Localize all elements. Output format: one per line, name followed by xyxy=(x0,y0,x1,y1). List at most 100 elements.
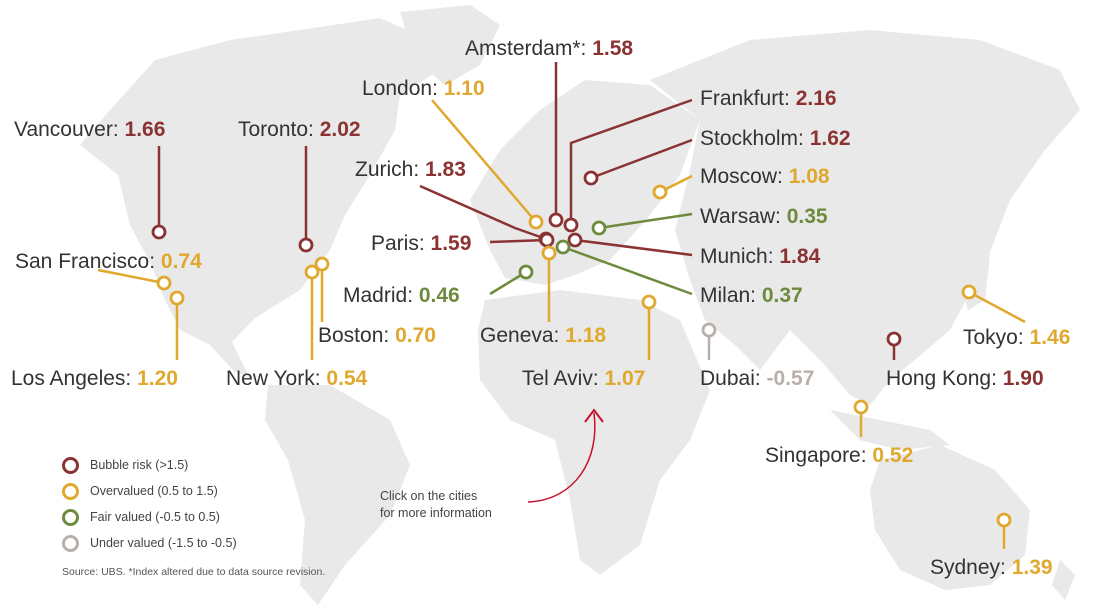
city-name: Boston: xyxy=(318,324,396,347)
city-label-new-york[interactable]: New York: 0.54 xyxy=(226,368,367,389)
city-label-amsterdam[interactable]: Amsterdam*: 1.58 xyxy=(465,38,633,59)
city-label-milan[interactable]: Milan: 0.37 xyxy=(700,285,803,306)
city-index-value: 1.84 xyxy=(779,245,821,268)
leader-line-tokyo xyxy=(968,290,1026,324)
city-name: Los Angeles: xyxy=(11,367,138,390)
city-marker-amsterdam[interactable] xyxy=(548,212,564,228)
city-index-value: 0.54 xyxy=(326,367,368,390)
city-marker-vancouver[interactable] xyxy=(151,224,167,240)
city-name: Moscow: xyxy=(700,165,789,188)
city-name: Singapore: xyxy=(765,444,873,467)
africa-landmass xyxy=(478,290,710,575)
city-marker-madrid[interactable] xyxy=(518,264,534,280)
city-label-sydney[interactable]: Sydney: 1.39 xyxy=(930,557,1053,578)
city-name: Tokyo: xyxy=(963,326,1030,349)
city-name: Frankfurt: xyxy=(700,87,796,110)
city-label-zurich[interactable]: Zurich: 1.83 xyxy=(355,159,466,180)
city-index-value: 1.90 xyxy=(1002,367,1044,390)
city-name: Amsterdam*: xyxy=(465,37,593,60)
bubble-risk-dot-icon xyxy=(62,456,79,474)
leader-line-warsaw xyxy=(598,212,693,230)
city-marker-warsaw[interactable] xyxy=(591,220,607,236)
city-label-san-francisco[interactable]: San Francisco: 0.74 xyxy=(15,251,202,272)
city-label-moscow[interactable]: Moscow: 1.08 xyxy=(700,166,830,187)
city-label-vancouver[interactable]: Vancouver: 1.66 xyxy=(14,119,165,140)
city-marker-stockholm[interactable] xyxy=(583,170,599,186)
city-name: Dubai: xyxy=(700,367,767,390)
city-name: Vancouver: xyxy=(14,118,125,141)
city-marker-london[interactable] xyxy=(528,214,544,230)
city-index-value: 1.07 xyxy=(604,367,646,390)
overvalued-dot-icon xyxy=(62,482,79,500)
city-marker-geneva[interactable] xyxy=(541,245,557,261)
city-name: Hong Kong: xyxy=(886,367,1003,390)
city-marker-milan[interactable] xyxy=(555,239,571,255)
click-hint: Click on the cities for more information xyxy=(380,488,492,522)
city-label-munich[interactable]: Munich: 1.84 xyxy=(700,246,820,267)
city-marker-toronto[interactable] xyxy=(298,237,314,253)
city-marker-los-angeles[interactable] xyxy=(169,290,185,306)
city-label-geneva[interactable]: Geneva: 1.18 xyxy=(480,325,606,346)
legend-label: Bubble risk (>1.5) xyxy=(90,458,189,472)
city-marker-hong-kong[interactable] xyxy=(886,331,902,347)
city-index-value: 1.58 xyxy=(592,37,634,60)
city-index-value: 1.66 xyxy=(124,118,166,141)
hint-arrow xyxy=(527,412,596,503)
leader-line-frankfurt xyxy=(569,98,693,225)
legend: Bubble risk (>1.5) Overvalued (0.5 to 1.… xyxy=(62,452,237,556)
city-marker-new-york[interactable] xyxy=(304,264,320,280)
city-marker-frankfurt[interactable] xyxy=(563,217,579,233)
city-index-value: 1.59 xyxy=(430,232,472,255)
city-index-value: 0.70 xyxy=(395,324,436,347)
city-label-frankfurt[interactable]: Frankfurt: 2.16 xyxy=(700,88,837,109)
city-label-dubai[interactable]: Dubai: -0.57 xyxy=(700,368,814,389)
city-label-tel-aviv[interactable]: Tel Aviv: 1.07 xyxy=(522,368,645,389)
city-name: Zurich: xyxy=(355,158,426,181)
city-index-value: 1.46 xyxy=(1029,326,1071,349)
city-index-value: 1.10 xyxy=(443,77,485,100)
city-label-warsaw[interactable]: Warsaw: 0.35 xyxy=(700,206,828,227)
legend-item-overvalued: Overvalued (0.5 to 1.5) xyxy=(62,478,237,504)
city-label-toronto[interactable]: Toronto: 2.02 xyxy=(238,119,361,140)
city-label-paris[interactable]: Paris: 1.59 xyxy=(371,233,471,254)
city-marker-boston[interactable] xyxy=(314,256,330,272)
leader-line-london xyxy=(431,99,537,223)
city-marker-sydney[interactable] xyxy=(996,512,1012,528)
city-name: Milan: xyxy=(700,284,762,307)
city-label-madrid[interactable]: Madrid: 0.46 xyxy=(343,285,460,306)
legend-label: Fair valued (-0.5 to 0.5) xyxy=(90,510,220,524)
city-index-value: 1.83 xyxy=(425,158,466,181)
city-marker-paris[interactable] xyxy=(539,232,555,248)
city-index-value: -0.57 xyxy=(766,367,815,390)
city-name: Stockholm: xyxy=(700,127,810,150)
leader-line-san-francisco xyxy=(97,268,165,285)
city-name: San Francisco: xyxy=(15,250,161,273)
city-label-stockholm[interactable]: Stockholm: 1.62 xyxy=(700,128,851,149)
city-index-value: 1.62 xyxy=(809,127,851,150)
city-marker-munich[interactable] xyxy=(567,232,583,248)
city-name: Geneva: xyxy=(480,324,566,347)
leader-line-paris xyxy=(489,238,548,244)
city-name: Munich: xyxy=(700,245,780,268)
city-marker-moscow[interactable] xyxy=(652,184,668,200)
city-label-london[interactable]: London: 1.10 xyxy=(362,78,485,99)
city-marker-dubai[interactable] xyxy=(701,322,717,338)
australia-landmass xyxy=(870,445,1030,590)
city-name: Sydney: xyxy=(930,556,1012,579)
hint-arrow-head xyxy=(584,408,604,423)
city-index-value: 0.52 xyxy=(872,444,914,467)
city-marker-tel-aviv[interactable] xyxy=(641,294,657,310)
city-name: New York: xyxy=(226,367,327,390)
under-valued-dot-icon xyxy=(62,534,79,552)
city-marker-san-francisco[interactable] xyxy=(156,275,172,291)
city-marker-tokyo[interactable] xyxy=(961,284,977,300)
city-name: Madrid: xyxy=(343,284,419,307)
city-label-los-angeles[interactable]: Los Angeles: 1.20 xyxy=(11,368,178,389)
city-name: Paris: xyxy=(371,232,431,255)
city-label-hong-kong[interactable]: Hong Kong: 1.90 xyxy=(886,368,1044,389)
city-index-value: 0.46 xyxy=(418,284,460,307)
city-label-singapore[interactable]: Singapore: 0.52 xyxy=(765,445,913,466)
city-label-boston[interactable]: Boston: 0.70 xyxy=(318,325,436,346)
city-marker-singapore[interactable] xyxy=(853,399,869,415)
city-label-tokyo[interactable]: Tokyo: 1.46 xyxy=(963,327,1070,348)
